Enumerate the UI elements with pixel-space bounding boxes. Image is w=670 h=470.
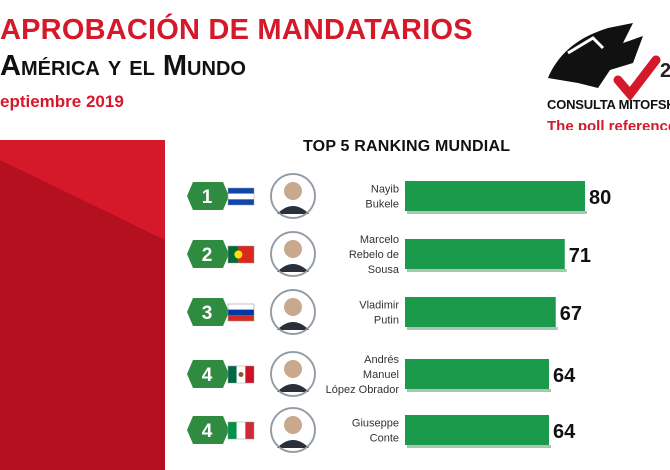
flag-stripe [228, 366, 237, 383]
flag-stripe [228, 188, 254, 194]
ranking-row: 4 Andrés Manuel López Obrador 64 [187, 351, 576, 397]
flag-stripe [228, 422, 237, 439]
mexico-flag-icon [227, 365, 255, 384]
rank-number: 2 [202, 245, 213, 266]
portrait-body [277, 440, 309, 448]
flag-stripe [228, 315, 254, 321]
rank-badge [187, 360, 229, 388]
rank-badge [187, 416, 229, 444]
portrait-body [277, 206, 309, 214]
avatar-icon [270, 173, 316, 219]
russia-flag-icon [227, 303, 255, 322]
leader-name: Giuseppe [352, 418, 399, 430]
portugal-flag-icon [227, 245, 255, 264]
bar [405, 297, 556, 327]
mitofsky-logo-icon [548, 23, 661, 102]
leader-name: Manuel [363, 369, 399, 381]
portrait-face [284, 182, 302, 200]
bar-shadow [407, 211, 587, 214]
leader-name: Andrés [364, 354, 399, 366]
flag-stripe [245, 422, 254, 439]
flag-stripe [228, 309, 254, 316]
flag-stripe [228, 246, 239, 263]
leader-name: Marcelo [360, 234, 399, 246]
avatar-icon [270, 231, 316, 277]
leader-name: Vladimir [359, 300, 399, 312]
rank-number: 1 [202, 187, 213, 208]
page-title: APROBACIÓN DE MANDATARIOS [0, 14, 473, 46]
bar [405, 239, 565, 269]
leader-name: Nayib [371, 184, 399, 196]
rank-badge [187, 298, 229, 326]
data-label: 71 [569, 245, 591, 267]
bar-shadow [407, 389, 551, 392]
data-label: 67 [560, 303, 582, 325]
logo-name: CONSULTA MITOFSKY [547, 97, 670, 112]
ranking-row: 2 Marcelo Rebelo de Sousa 71 [187, 231, 591, 277]
italy-flag-icon [227, 421, 255, 440]
bar [405, 415, 549, 445]
flag-stripe [228, 193, 254, 200]
portrait-face [284, 416, 302, 434]
flag-emblem [238, 372, 244, 377]
rank-badge [187, 182, 229, 210]
rank-badge [187, 240, 229, 268]
portrait-face [284, 360, 302, 378]
rank-number: 4 [202, 365, 213, 386]
leader-name: Bukele [365, 199, 399, 211]
data-label: 64 [553, 365, 576, 387]
page-subtitle: América y el Mundo [0, 50, 246, 82]
bar-shadow [407, 445, 551, 448]
flag-stripe [227, 303, 255, 310]
date-label: eptiembre 2019 [0, 92, 124, 111]
bar-shadow [407, 327, 558, 330]
bar [405, 359, 549, 389]
flag-emblem [234, 250, 243, 259]
logo-year: 2 [660, 60, 670, 82]
flag-stripe [245, 366, 254, 383]
avatar-icon [270, 351, 316, 397]
data-label: 80 [589, 187, 611, 209]
portrait-body [277, 264, 309, 272]
flag-stripe [236, 422, 246, 439]
chart-title: TOP 5 RANKING MUNDIAL [303, 138, 511, 155]
ranking-row: 1 Nayib Bukele 80 [187, 173, 611, 219]
flag-stripe [238, 246, 254, 263]
leader-name: Putin [374, 315, 399, 327]
portrait-face [284, 240, 302, 258]
avatar-icon [270, 289, 316, 335]
leader-name: Sousa [368, 264, 400, 276]
data-label: 64 [553, 421, 576, 443]
rank-number: 4 [202, 421, 213, 442]
rank-number: 3 [202, 303, 213, 324]
ranking-row: 4 Giuseppe Conte 64 [187, 407, 576, 453]
avatar-icon [270, 407, 316, 453]
bar-shadow [407, 269, 567, 272]
portrait-body [277, 384, 309, 392]
el-salvador-flag-icon [227, 187, 255, 206]
portrait-face [284, 298, 302, 316]
flag-stripe [228, 199, 254, 205]
ranking-row: 3 Vladimir Putin 67 [187, 289, 582, 335]
leader-name: Rebelo de [349, 249, 399, 261]
portrait-body [277, 322, 309, 330]
leader-name: Conte [370, 433, 399, 445]
leader-name: López Obrador [326, 384, 400, 396]
bar [405, 181, 585, 211]
